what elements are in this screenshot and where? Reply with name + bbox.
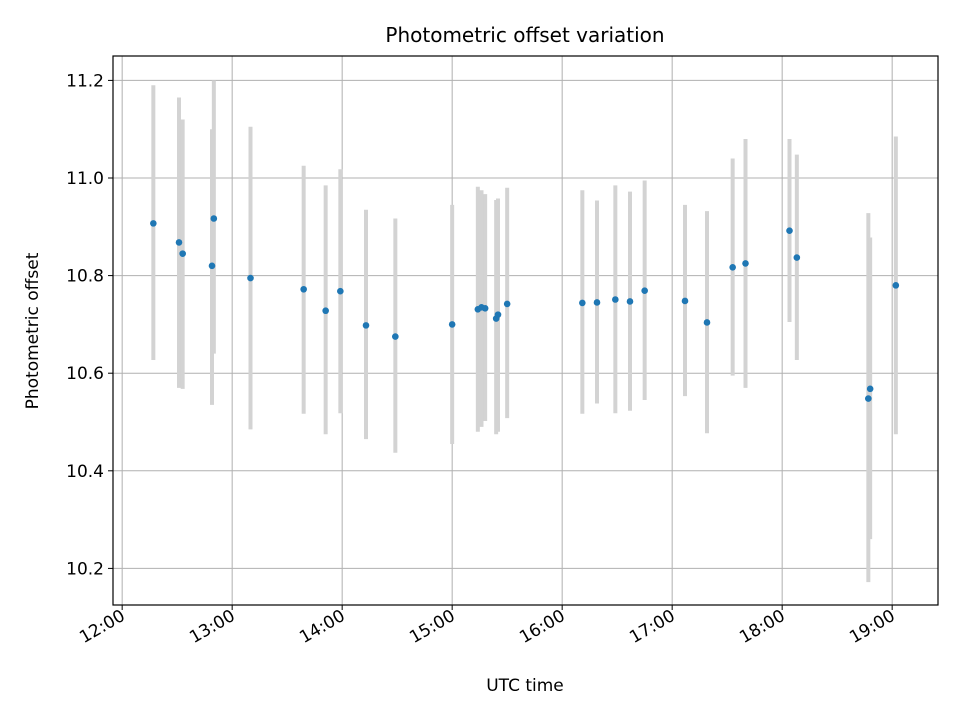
y-tick-label: 10.8: [66, 267, 104, 287]
y-tick-label: 10.2: [66, 559, 104, 579]
y-tick-label: 10.4: [66, 462, 104, 482]
data-point: [150, 220, 157, 227]
data-point: [175, 239, 183, 246]
data-point: [210, 215, 218, 222]
data-point: [448, 321, 456, 328]
data-point: [208, 262, 216, 270]
data-point: [786, 227, 793, 235]
data-point: [362, 322, 370, 329]
data-point: [641, 287, 648, 295]
data-point: [337, 287, 344, 295]
data-point: [300, 285, 307, 293]
data-point: [865, 395, 872, 402]
data-point: [179, 250, 186, 257]
data-point: [481, 304, 489, 312]
data-point: [892, 282, 900, 289]
plot-frame: [112, 55, 939, 606]
y-axis-label: Photometric offset: [23, 252, 43, 409]
y-tick-label: 11.2: [66, 71, 104, 91]
chart-title: Photometric offset variation: [385, 23, 664, 47]
data-point: [866, 385, 874, 393]
marker-layer: [150, 215, 900, 402]
data-point: [392, 333, 399, 340]
y-tick-label: 11.0: [66, 169, 104, 189]
data-point: [579, 299, 586, 307]
data-point: [681, 297, 689, 305]
data-point: [612, 296, 619, 303]
data-point: [742, 260, 749, 267]
x-axis-label: UTC time: [486, 676, 564, 696]
data-point: [729, 264, 736, 271]
data-point: [593, 299, 601, 306]
data-point: [503, 300, 511, 308]
data-point: [322, 307, 329, 315]
data-point: [793, 254, 801, 261]
y-tick-label: 10.6: [66, 364, 104, 384]
data-point: [494, 311, 502, 318]
data-point: [703, 319, 711, 326]
data-point: [247, 274, 254, 282]
data-point: [626, 298, 634, 305]
